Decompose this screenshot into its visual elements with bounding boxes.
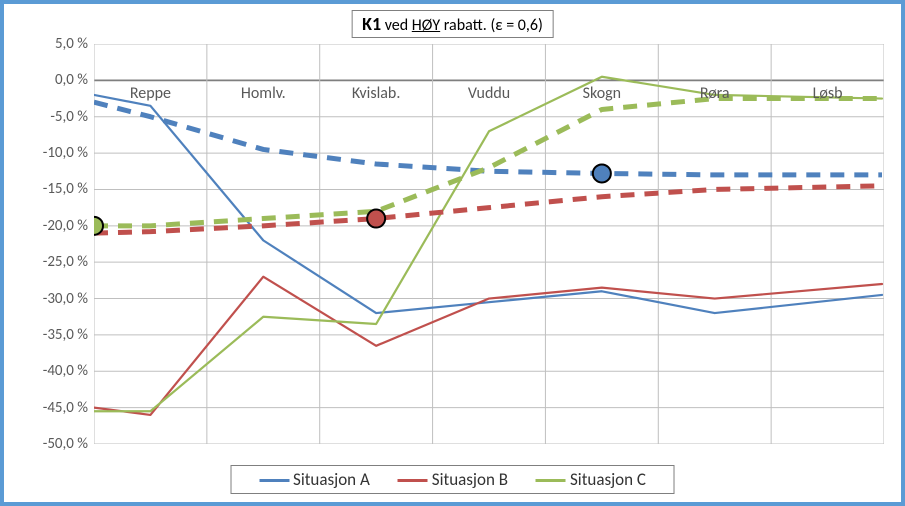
y-tick-label: -5,0 % <box>50 108 88 126</box>
chart-title-pre: ved <box>381 16 412 35</box>
x-tick-label: Røra <box>700 84 730 103</box>
y-tick-label: -50,0 % <box>43 435 88 453</box>
chart-title-underline: HØY <box>412 16 440 35</box>
legend-swatch <box>536 479 566 482</box>
x-tick-label: Kvislab. <box>352 84 400 103</box>
chart-title-box: K1 ved HØY rabatt. (ε = 0,6) <box>351 10 554 38</box>
y-tick-label: -25,0 % <box>43 253 88 271</box>
y-tick-label: 5,0 % <box>55 35 88 53</box>
chart-title-post: rabatt. (ε = 0,6) <box>440 16 543 35</box>
y-tick-label: -30,0 % <box>43 290 88 308</box>
legend-item: Situasjon C <box>536 469 646 490</box>
plot-svg <box>94 44 884 444</box>
x-tick-label: Skogn <box>583 84 621 103</box>
legend-item: Situasjon A <box>259 469 370 490</box>
y-tick-label: -35,0 % <box>43 326 88 344</box>
legend: Situasjon A Situasjon B Situasjon C <box>230 465 675 494</box>
y-tick-label: 0,0 % <box>55 71 88 89</box>
y-tick-label: -10,0 % <box>43 144 88 162</box>
chart-frame: K1 ved HØY rabatt. (ε = 0,6) 5,0 %0,0 %-… <box>0 0 905 506</box>
x-tick-label: Vuddu <box>468 84 510 103</box>
legend-item: Situasjon B <box>398 469 508 490</box>
y-tick-label: -40,0 % <box>43 362 88 380</box>
legend-swatch <box>398 479 428 482</box>
y-tick-label: -20,0 % <box>43 217 88 235</box>
chart-title-bold: K1 <box>362 13 381 35</box>
x-tick-label: Reppe <box>130 84 171 103</box>
y-tick-label: -45,0 % <box>43 399 88 417</box>
legend-label: Situasjon B <box>432 469 508 490</box>
x-tick-label: Løsb <box>813 84 843 103</box>
plot-area: 5,0 %0,0 %-5,0 %-10,0 %-15,0 %-20,0 %-25… <box>94 44 884 444</box>
x-tick-label: Homlv. <box>241 84 286 103</box>
legend-label: Situasjon C <box>570 469 646 490</box>
legend-swatch <box>259 479 289 482</box>
y-tick-label: -15,0 % <box>43 180 88 198</box>
legend-label: Situasjon A <box>293 469 370 490</box>
